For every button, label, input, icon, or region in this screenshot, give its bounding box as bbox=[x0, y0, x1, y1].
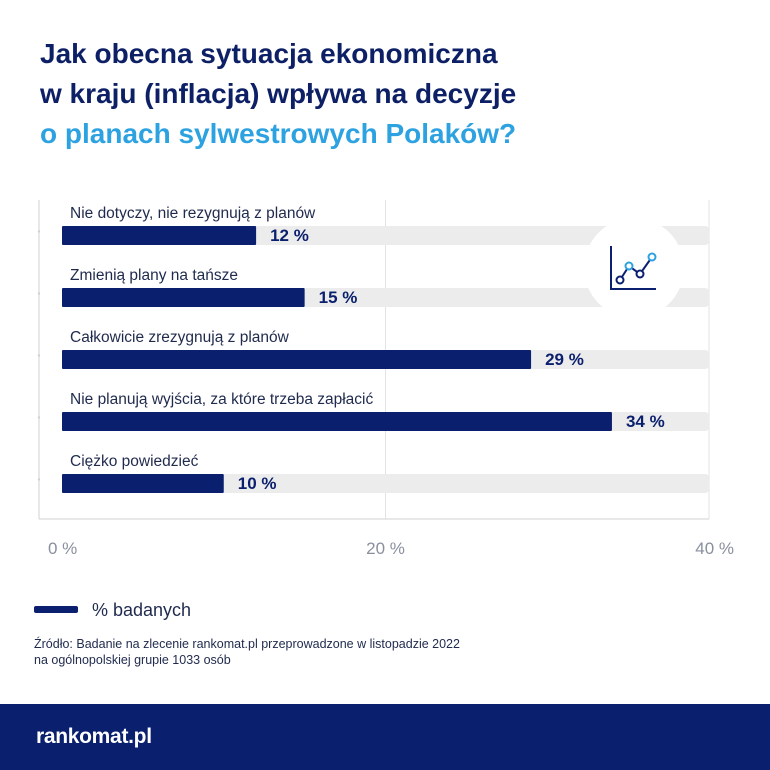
bar bbox=[62, 226, 257, 245]
bar bbox=[62, 474, 224, 493]
title-line-2: w kraju (inflacja) wpływa na decyzje bbox=[40, 78, 517, 109]
legend-label: % badanych bbox=[92, 600, 192, 620]
category-label: Ciężko powiedzieć bbox=[70, 453, 199, 470]
value-label: 12 % bbox=[270, 226, 309, 245]
bar bbox=[62, 350, 532, 369]
source-line-1: Źródło: Badanie na zlecenie rankomat.pl … bbox=[34, 637, 460, 651]
bar-chart: Nie dotyczy, nie rezygnują z planów 12 % Z… bbox=[37, 200, 734, 558]
category-label: Całkowicie zrezygnują z planów bbox=[70, 329, 290, 346]
value-label: 34 % bbox=[626, 412, 665, 431]
bar bbox=[62, 288, 305, 307]
value-label: 29 % bbox=[545, 350, 584, 369]
value-label: 15 % bbox=[319, 288, 358, 307]
category-label: Zmienią plany na tańsze bbox=[70, 267, 238, 284]
brand-logo: rankomat.pl bbox=[36, 725, 152, 748]
title-line-1: Jak obecna sytuacja ekonomiczna bbox=[40, 38, 498, 69]
category-label: Nie dotyczy, nie rezygnują z planów bbox=[70, 205, 316, 222]
category-label: Nie planują wyjścia, za które trzeba zap… bbox=[70, 391, 373, 408]
footer-bar: rankomat.pl bbox=[0, 704, 770, 770]
x-tick-label: 20 % bbox=[366, 539, 405, 558]
title-line-3: o planach sylwestrowych Polaków? bbox=[40, 118, 517, 149]
value-label: 10 % bbox=[238, 474, 277, 493]
x-tick-label: 0 % bbox=[48, 539, 77, 558]
source-note: Źródło: Badanie na zlecenie rankomat.pl … bbox=[34, 636, 734, 668]
line-chart-icon bbox=[610, 246, 657, 290]
chart-area: Nie dotyczy, nie rezygnują z planów 12 % Z… bbox=[37, 200, 734, 558]
source-line-2: na ogólnopolskiej grupie 1033 osób bbox=[34, 653, 231, 667]
bar bbox=[62, 412, 612, 431]
chart-icon-badge bbox=[584, 218, 684, 318]
page-title: Jak obecna sytuacja ekonomiczna w kraju … bbox=[40, 34, 740, 154]
x-tick-label: 40 % bbox=[695, 539, 734, 558]
legend-swatch bbox=[34, 606, 78, 613]
